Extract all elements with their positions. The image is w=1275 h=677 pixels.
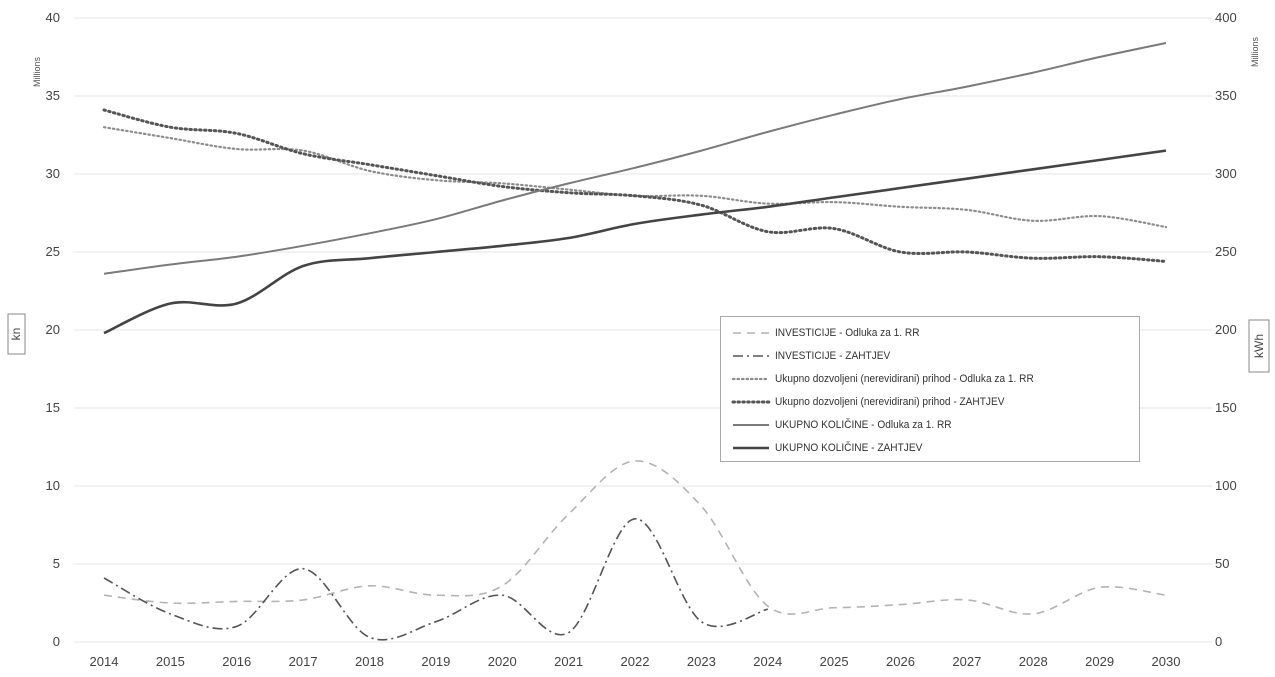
x-tick-label: 2018 xyxy=(355,654,384,669)
right-tick-label: 0 xyxy=(1215,634,1222,649)
legend-swatch xyxy=(733,354,769,357)
legend-item: INVESTICIJE - Odluka za 1. RR xyxy=(731,321,1129,344)
left-tick-label: 10 xyxy=(46,478,60,493)
x-tick-label: 2023 xyxy=(687,654,716,669)
x-tick-label: 2019 xyxy=(421,654,450,669)
left-tick-label: 15 xyxy=(46,400,60,415)
legend-item: UKUPNO KOLIČINE - Odluka za 1. RR xyxy=(731,413,1129,436)
right-tick-label: 100 xyxy=(1215,478,1237,493)
left-tick-label: 0 xyxy=(53,634,60,649)
left-axis-ticks: 0 5 10 15 20 25 30 35 40 xyxy=(46,10,60,649)
legend-swatch xyxy=(733,331,769,334)
legend-label: INVESTICIJE - Odluka za 1. RR xyxy=(775,326,920,339)
x-tick-label: 2015 xyxy=(156,654,185,669)
left-tick-label: 35 xyxy=(46,88,60,103)
right-tick-label: 250 xyxy=(1215,244,1237,259)
right-tick-label: 300 xyxy=(1215,166,1237,181)
left-tick-label: 25 xyxy=(46,244,60,259)
x-tick-label: 2024 xyxy=(753,654,782,669)
x-tick-label: 2014 xyxy=(90,654,119,669)
right-axis-ticks: 0 50 100 150 200 250 300 350 400 xyxy=(1215,10,1237,649)
legend-label: Ukupno dozvoljeni (nerevidirani) prihod … xyxy=(775,372,1034,385)
series-line xyxy=(103,460,1167,615)
x-tick-label: 2026 xyxy=(886,654,915,669)
legend-item: Ukupno dozvoljeni (nerevidirani) prihod … xyxy=(731,367,1129,390)
x-axis-ticks: 2014 2015 2016 2017 2018 2019 2020 2021 2022 2023… xyxy=(90,654,1181,669)
left-tick-label: 30 xyxy=(46,166,60,181)
legend-label: Ukupno dozvoljeni (nerevidirani) prihod … xyxy=(775,395,1005,408)
legend-label: UKUPNO KOLIČINE - ZAHTJEV xyxy=(775,441,923,454)
legend-swatch xyxy=(733,446,769,449)
right-axis-label-box: kWh xyxy=(1248,319,1270,373)
legend-item: INVESTICIJE - ZAHTJEV xyxy=(731,344,1129,367)
right-tick-label: 200 xyxy=(1215,322,1237,337)
left-tick-label: 20 xyxy=(46,322,60,337)
legend-item: UKUPNO KOLIČINE - ZAHTJEV xyxy=(731,436,1129,459)
series-lines xyxy=(102,42,1168,641)
legend-swatch xyxy=(731,400,771,403)
legend-label: INVESTICIJE - ZAHTJEV xyxy=(775,349,891,362)
legend-swatch xyxy=(731,377,771,380)
x-tick-label: 2021 xyxy=(554,654,583,669)
right-axis-label: kWh xyxy=(1252,334,1266,358)
x-tick-label: 2028 xyxy=(1019,654,1048,669)
legend-label: UKUPNO KOLIČINE - Odluka za 1. RR xyxy=(775,418,952,431)
chart-legend: INVESTICIJE - Odluka za 1. RR INVESTICIJ… xyxy=(720,316,1140,462)
right-tick-label: 150 xyxy=(1215,400,1237,415)
series-line xyxy=(103,517,769,641)
x-tick-label: 2016 xyxy=(222,654,251,669)
left-axis-label-box: kn xyxy=(7,313,26,355)
x-tick-label: 2027 xyxy=(952,654,981,669)
x-tick-label: 2022 xyxy=(621,654,650,669)
right-axis-unit: Millions xyxy=(1250,37,1260,68)
left-tick-label: 40 xyxy=(46,10,60,25)
right-tick-label: 400 xyxy=(1215,10,1237,25)
left-axis-unit: Millions xyxy=(32,57,42,88)
left-axis-label: kn xyxy=(9,328,23,341)
x-tick-label: 2020 xyxy=(488,654,517,669)
x-tick-label: 2029 xyxy=(1085,654,1114,669)
x-tick-label: 2017 xyxy=(289,654,318,669)
legend-item: Ukupno dozvoljeni (nerevidirani) prihod … xyxy=(731,390,1129,413)
x-tick-label: 2025 xyxy=(820,654,849,669)
series-line xyxy=(103,149,1167,335)
x-tick-label: 2030 xyxy=(1152,654,1181,669)
left-tick-label: 5 xyxy=(53,556,60,571)
series-line xyxy=(102,108,1168,263)
right-tick-label: 350 xyxy=(1215,88,1237,103)
legend-swatch xyxy=(733,423,769,426)
right-tick-label: 50 xyxy=(1215,556,1229,571)
series-line xyxy=(103,42,1167,275)
